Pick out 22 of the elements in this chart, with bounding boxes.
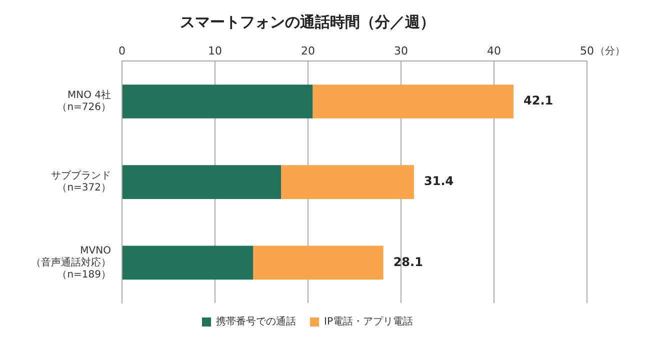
y-tick-label: MNO 4社（n=726） [57, 89, 111, 114]
total-label: 31.4 [424, 174, 454, 188]
bar [122, 165, 282, 200]
bar [253, 246, 384, 280]
bar [122, 84, 313, 118]
bar [281, 165, 414, 200]
x-tick-label: 40 [487, 44, 501, 58]
x-tick-label: 30 [394, 44, 408, 58]
bar [122, 246, 254, 280]
x-axis-title: （分） [595, 45, 625, 58]
x-tick-label: 0 [118, 44, 126, 58]
y-tick-label: MVNO（音声通話対応）（n=189） [31, 245, 112, 280]
bar [312, 84, 514, 118]
y-tick-label: サブブランド（n=372） [51, 170, 111, 194]
x-tick-label: 20 [301, 44, 315, 58]
legend-label: IP電話・アプリ電話 [324, 316, 413, 328]
total-label: 42.1 [524, 94, 554, 108]
total-label: 28.1 [393, 254, 423, 269]
chart-title: スマートフォンの通話時間（分／週） [180, 12, 435, 31]
x-tick-label: 50 [580, 44, 594, 58]
x-tick-label: 10 [208, 44, 222, 58]
legend-label: 携帯番号での通話 [216, 316, 296, 328]
